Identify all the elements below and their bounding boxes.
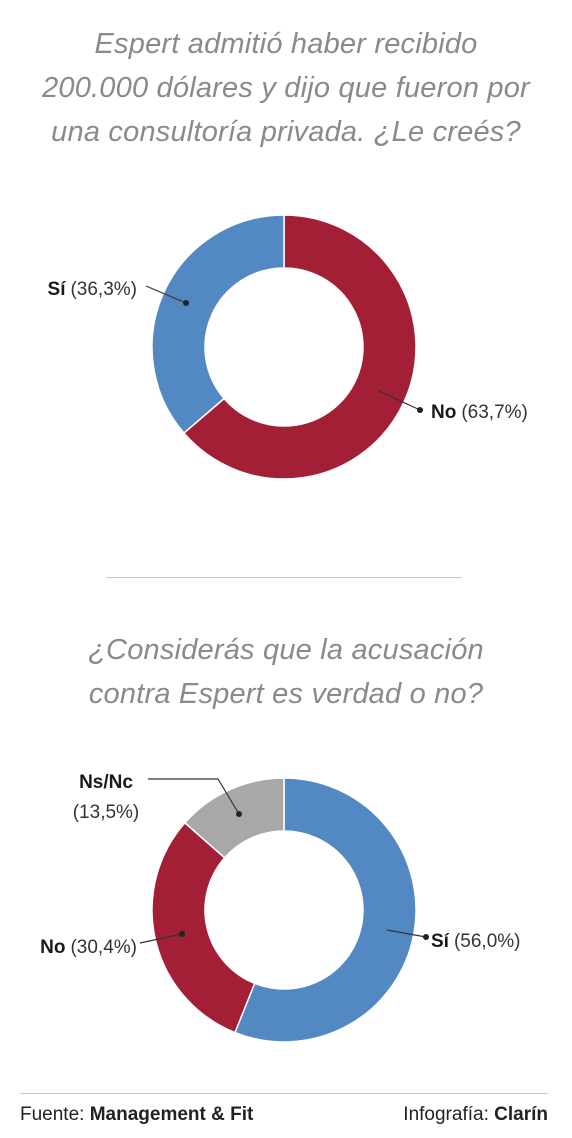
leader-dot-s	[183, 300, 189, 306]
chart2-title: ¿Considerás que la acusación contra Espe…	[0, 628, 572, 716]
chart1-title: Espert admitió haber recibido 200.000 dó…	[0, 22, 572, 154]
label-value-ns-nc: (13,5%)	[73, 802, 140, 823]
slice-s	[151, 214, 285, 435]
label-value: (30,4%)	[70, 937, 137, 958]
chart1-title-line: 200.000 dólares y dijo que fueron por	[42, 72, 530, 104]
slice-no	[182, 214, 417, 480]
leader-line-ns-nc	[148, 778, 240, 815]
leader-line-s	[386, 929, 427, 938]
footer-rule	[20, 1093, 548, 1094]
leader-line-no	[139, 933, 183, 944]
label-no: No (30,4%)	[40, 937, 137, 958]
label-no: No (63,7%)	[431, 402, 528, 423]
slice-ns-nc	[183, 777, 285, 859]
label-category: No	[40, 937, 65, 958]
label-category: Sí	[431, 931, 450, 952]
credit-prefix: Infografía:	[403, 1104, 489, 1125]
label-s: Sí (56,0%)	[431, 931, 520, 952]
leader-line-no	[378, 390, 421, 411]
leader-dot-ns-nc	[236, 811, 242, 817]
donut-chart-2: Sí (56,0%) No (30,4%) Ns/Nc (13,5%)	[40, 772, 520, 1043]
slice-s	[234, 777, 417, 1043]
leader-dot-s	[423, 934, 429, 940]
label-value: (63,7%)	[461, 402, 528, 423]
slice-no	[151, 821, 256, 1034]
label-value: (56,0%)	[454, 931, 521, 952]
infographic-credit: Infografía: Clarín	[403, 1104, 548, 1126]
label-category: No	[431, 402, 456, 423]
chart2-title-line: contra Espert es verdad o no?	[88, 678, 484, 710]
chart2-title-line: ¿Considerás que la acusación	[88, 634, 484, 666]
credit-name: Clarín	[494, 1104, 548, 1125]
leader-line-s	[145, 285, 187, 304]
source-credit: Fuente: Management & Fit	[20, 1104, 253, 1126]
leader-dot-no	[417, 407, 423, 413]
label-category: Sí	[48, 279, 67, 300]
source-prefix: Fuente:	[20, 1104, 85, 1125]
section-divider	[106, 577, 462, 578]
label-value: (36,3%)	[70, 279, 137, 300]
label-category-ns-nc: Ns/Nc	[79, 772, 133, 793]
leader-dot-no	[179, 931, 185, 937]
label-s: Sí (36,3%)	[48, 279, 137, 300]
source-name: Management & Fit	[89, 1104, 254, 1125]
donut-chart-1: Sí (36,3%) No (63,7%)	[48, 214, 528, 480]
chart1-title-line: Espert admitió haber recibido	[94, 28, 478, 60]
chart1-title-line: una consultoría privada. ¿Le creés?	[51, 116, 521, 148]
